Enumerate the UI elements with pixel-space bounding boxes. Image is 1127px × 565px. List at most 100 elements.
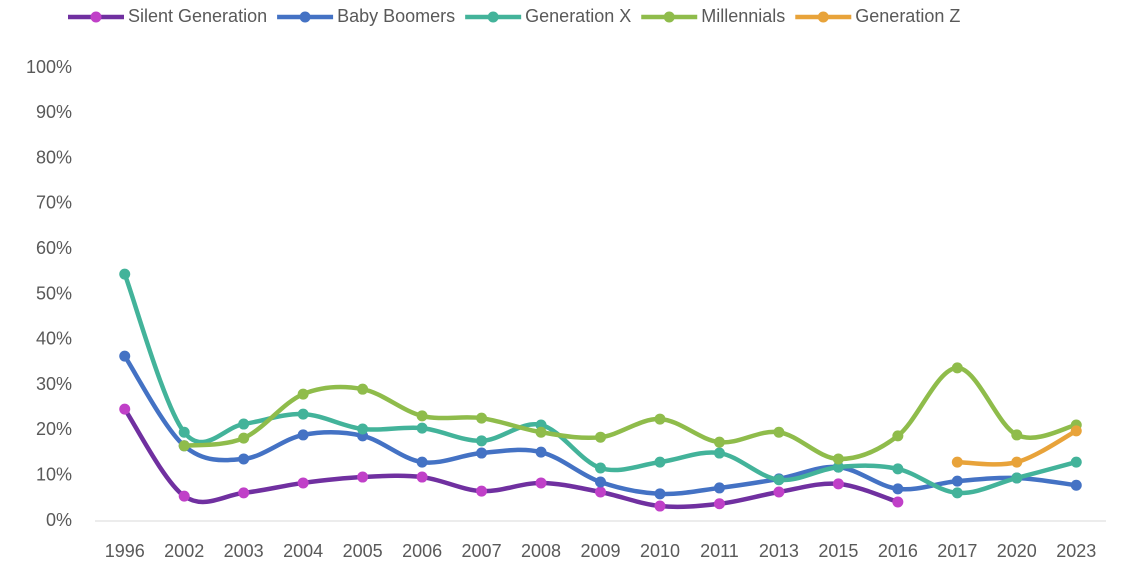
- legend-marker: [663, 11, 675, 23]
- series-line: [122, 353, 1079, 497]
- data-point: [773, 426, 785, 438]
- data-point: [178, 426, 190, 438]
- legend-label: Baby Boomers: [337, 6, 455, 26]
- y-tick-label: 20%: [36, 419, 72, 439]
- data-point: [832, 461, 844, 473]
- y-tick-label: 30%: [36, 374, 72, 394]
- legend-item: Generation X: [465, 6, 631, 26]
- data-point: [178, 490, 190, 502]
- data-point: [654, 413, 666, 425]
- legend-label: Silent Generation: [128, 6, 267, 26]
- data-point: [595, 431, 606, 443]
- data-point: [773, 486, 785, 498]
- legend-marker: [299, 11, 311, 23]
- legend-item: Baby Boomers: [277, 6, 455, 26]
- x-tick-label: 2008: [521, 541, 561, 561]
- data-point: [119, 350, 131, 362]
- y-tick-label: 0%: [46, 510, 72, 530]
- data-point: [595, 486, 606, 498]
- y-tick-label: 90%: [36, 102, 72, 122]
- data-point: [1011, 472, 1023, 484]
- data-point: [476, 485, 488, 497]
- data-point: [832, 453, 844, 465]
- legend-item: Generation Z: [795, 6, 960, 26]
- legend-marker: [817, 11, 829, 23]
- legend-marker: [90, 11, 102, 23]
- data-point: [832, 478, 844, 490]
- x-tick-label: 2003: [224, 541, 264, 561]
- data-point: [416, 456, 428, 468]
- data-point: [713, 436, 725, 448]
- x-tick-label: 2017: [937, 541, 977, 561]
- data-point: [238, 487, 250, 499]
- data-point: [297, 429, 309, 441]
- data-point: [297, 388, 309, 400]
- data-point: [951, 362, 963, 374]
- x-tick-label: 2002: [164, 541, 204, 561]
- y-tick-label: 40%: [36, 329, 72, 349]
- x-tick-label: 2006: [402, 541, 442, 561]
- data-point: [476, 435, 488, 447]
- data-point: [178, 440, 190, 452]
- data-point: [1070, 425, 1082, 437]
- data-point: [951, 487, 963, 499]
- x-tick-label: 2004: [283, 541, 323, 561]
- y-tick-label: 80%: [36, 147, 72, 167]
- data-point: [892, 463, 904, 475]
- data-point: [476, 447, 488, 459]
- y-tick-label: 50%: [36, 283, 72, 303]
- data-point: [713, 447, 725, 459]
- data-point: [892, 430, 904, 442]
- data-point: [713, 482, 725, 494]
- y-tick-label: 60%: [36, 238, 72, 258]
- data-point: [476, 412, 488, 424]
- x-tick-label: 2023: [1056, 541, 1096, 561]
- y-tick-label: 100%: [26, 57, 72, 77]
- data-point: [654, 500, 666, 512]
- x-tick-label: 2020: [997, 541, 1037, 561]
- data-point: [357, 383, 369, 395]
- legend-marker: [487, 11, 499, 23]
- data-point: [416, 471, 428, 483]
- data-point: [951, 475, 963, 487]
- data-point: [238, 432, 250, 444]
- legend-label: Millennials: [701, 6, 785, 26]
- data-point: [1011, 456, 1023, 468]
- data-point: [238, 453, 250, 465]
- data-point: [773, 474, 785, 486]
- data-point: [951, 456, 963, 468]
- x-tick-label: 2015: [818, 541, 858, 561]
- data-point: [357, 423, 369, 435]
- series-line: [181, 365, 1079, 462]
- data-point: [713, 498, 725, 510]
- x-tick-label: 2013: [759, 541, 799, 561]
- data-point: [595, 476, 606, 488]
- data-point: [892, 483, 904, 495]
- data-point: [238, 418, 250, 430]
- x-tick-label: 2005: [343, 541, 383, 561]
- y-tick-label: 70%: [36, 193, 72, 213]
- x-tick-label: 2016: [878, 541, 918, 561]
- y-tick-label: 10%: [36, 464, 72, 484]
- data-point: [416, 410, 428, 422]
- x-tick-label: 2009: [580, 541, 620, 561]
- legend-item: Millennials: [641, 6, 785, 26]
- data-point: [1070, 456, 1082, 468]
- data-point: [654, 456, 666, 468]
- data-point: [654, 488, 666, 500]
- data-point: [595, 462, 606, 474]
- data-point: [357, 471, 369, 483]
- data-point: [535, 426, 547, 438]
- data-point: [297, 408, 309, 420]
- data-point: [297, 477, 309, 489]
- data-point: [535, 477, 547, 489]
- legend-label: Generation X: [525, 6, 631, 26]
- x-tick-label: 1996: [105, 541, 145, 561]
- data-point: [535, 446, 547, 458]
- data-point: [1011, 429, 1023, 441]
- x-tick-label: 2007: [462, 541, 502, 561]
- data-point: [892, 496, 904, 508]
- data-point: [416, 422, 428, 434]
- x-tick-label: 2010: [640, 541, 680, 561]
